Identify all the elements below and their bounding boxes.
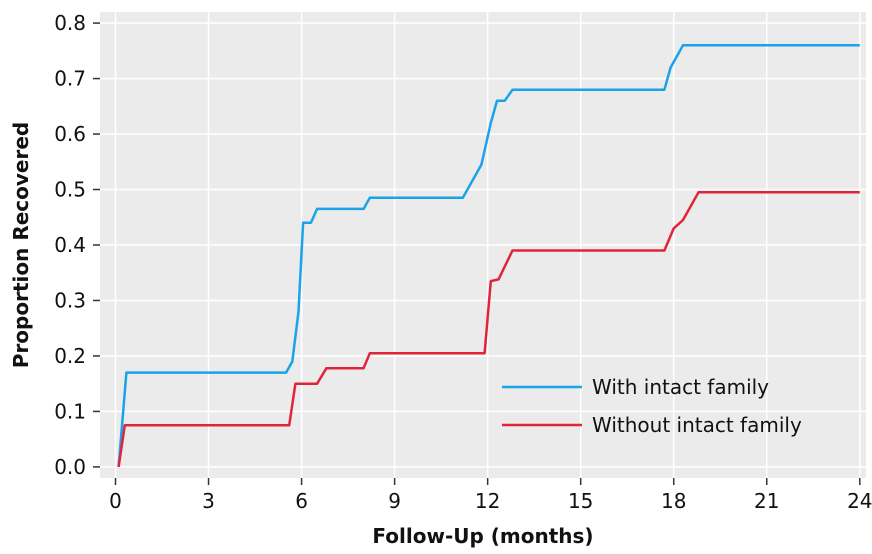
y-tick-label: 0.1: [54, 399, 86, 423]
x-tick-label: 18: [661, 489, 686, 513]
series-line: [117, 191, 860, 468]
x-tick-label: 0: [109, 489, 122, 513]
y-tick-label: 0.6: [54, 122, 86, 146]
y-tick-label: 0.7: [54, 67, 86, 91]
series-line: [117, 44, 860, 468]
legend: With intact family Without intact family: [502, 375, 802, 437]
x-tick-label: 21: [754, 489, 779, 513]
x-tick-label: 24: [847, 489, 872, 513]
x-axis-title: Follow-Up (months): [372, 524, 593, 548]
y-tick-label: 0.4: [54, 233, 86, 257]
y-tick-label: 0.3: [54, 288, 86, 312]
x-tick-label: 3: [202, 489, 215, 513]
x-tick-label: 9: [388, 489, 401, 513]
grid-lines: [100, 12, 866, 478]
x-axis-ticks: 0 3 6 9 12 15 18 21 24: [109, 478, 872, 513]
y-tick-label: 0.5: [54, 178, 86, 202]
y-tick-label: 0.2: [54, 344, 86, 368]
x-tick-label: 6: [295, 489, 308, 513]
x-tick-label: 15: [568, 489, 593, 513]
legend-label: Without intact family: [592, 413, 802, 437]
y-axis-title: Proportion Recovered: [9, 122, 33, 368]
legend-label: With intact family: [592, 375, 769, 399]
y-tick-label: 0.8: [54, 11, 86, 35]
y-axis-ticks: 0.0 0.1 0.2 0.3 0.4 0.5 0.6 0.7 0.8: [54, 11, 100, 479]
x-tick-label: 12: [475, 489, 500, 513]
y-tick-label: 0.0: [54, 455, 86, 479]
series-layer: [117, 44, 860, 468]
